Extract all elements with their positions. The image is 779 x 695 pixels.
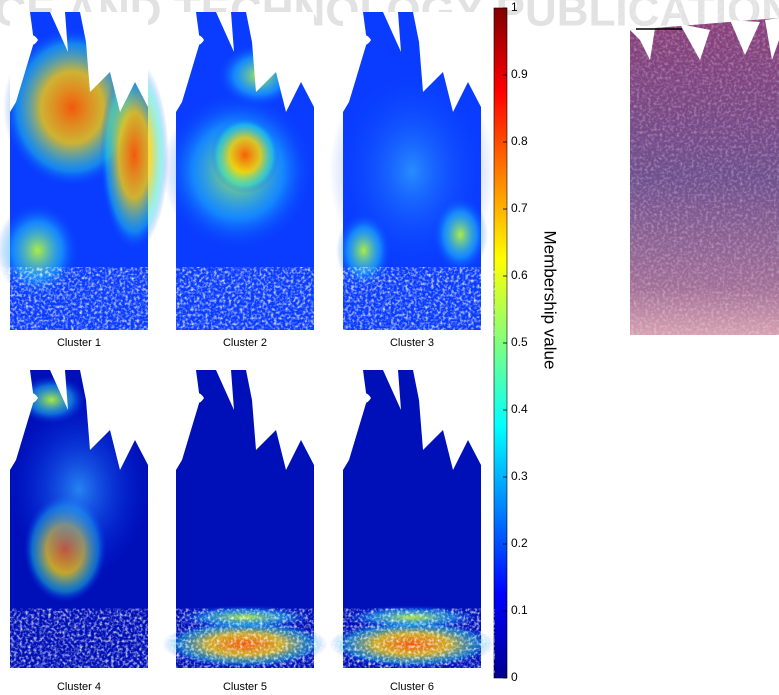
heatmap-mask	[10, 370, 148, 470]
he-image	[630, 18, 779, 335]
panel-label: Cluster 1	[57, 337, 101, 349]
heatmap-panel	[162, 12, 314, 330]
colorbar-tick-label: 0.2	[511, 536, 528, 550]
colorbar-tick-label: 0	[511, 670, 518, 684]
colorbar-tick-label: 0.9	[511, 67, 528, 81]
heatmap-noise	[176, 272, 314, 330]
heatmap-mask	[176, 370, 314, 470]
heatmap-noise	[343, 614, 481, 668]
heatmap-panel	[0, 12, 169, 330]
heatmap-noise	[10, 272, 148, 330]
panel-label: Cluster 5	[223, 681, 267, 693]
heatmap-noise	[10, 614, 148, 668]
heatmap-panel	[10, 370, 148, 668]
colorbar-tick-label: 0.5	[511, 335, 528, 349]
heatmap-mask	[343, 370, 481, 470]
colorbar-tick-label: 0.4	[511, 402, 528, 416]
colorbar-tick-label: 0.3	[511, 469, 528, 483]
heatmap-blob	[99, 59, 169, 251]
panel-label: Cluster 4	[57, 681, 101, 693]
heatmap-panel	[329, 370, 495, 668]
heatmap-blob	[336, 212, 392, 289]
colorbar-tick-label: 0.7	[511, 201, 528, 215]
heatmap-blob	[210, 116, 280, 194]
heatmap-panel	[162, 370, 328, 668]
heatmap-mask	[176, 12, 314, 112]
heatmap-blob	[10, 399, 148, 579]
heatmap-blob	[432, 196, 488, 273]
heatmap-noise	[176, 614, 314, 668]
heatmap-mask	[343, 12, 481, 112]
panel-label: Cluster 6	[390, 681, 434, 693]
colorbar-tick-label: 0.6	[511, 268, 528, 282]
heatmap-panel	[329, 12, 495, 330]
colorbar-tick-label: 1	[511, 0, 518, 14]
panel-label: Cluster 2	[223, 337, 267, 349]
heatmap-noise	[343, 272, 481, 330]
colorbar-tick-label: 0.1	[511, 603, 528, 617]
colorbar-label: Membership value	[541, 231, 560, 370]
heatmap-mask	[10, 12, 148, 112]
panel-label: Cluster 3	[390, 337, 434, 349]
colorbar-tick-label: 0.8	[511, 134, 528, 148]
